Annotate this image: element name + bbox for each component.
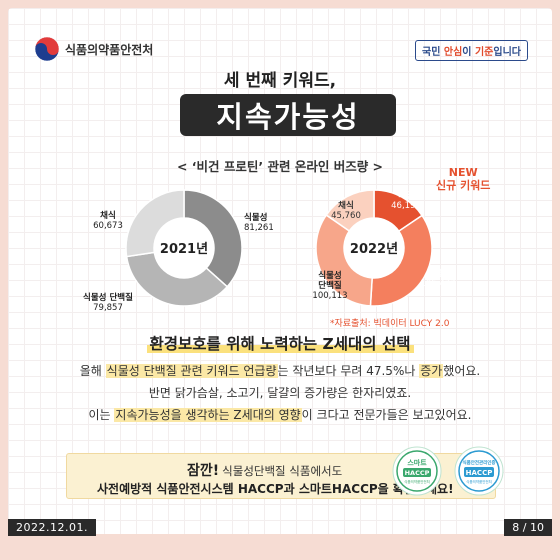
svg-text:HACCP: HACCP xyxy=(466,469,493,477)
donut-value-label: 100,113 xyxy=(312,291,347,301)
donut-value-label: 81,261 xyxy=(244,223,274,233)
notice-line-1: 잠깐! 식물성단백질 식품에서도 xyxy=(187,463,343,479)
donut-slice-1-1 xyxy=(369,214,433,307)
haccp-certification-badge-icon: 식품안전관리인증 HACCP 식품의약품안전처 xyxy=(454,446,504,496)
donut-category-label: 식물성 xyxy=(244,212,267,223)
notice-line-2: 사전예방적 식품안전시스템 HACCP과 스마트HACCP을 확인하세요! xyxy=(97,482,454,496)
taeguk-logo-icon xyxy=(34,36,60,62)
donut-category-label: 식물성 xyxy=(318,270,341,281)
card: 식품의약품안전처 국민 안심이 기준입니다 세 번째 키워드, 지속가능성 < … xyxy=(8,8,552,534)
chart-subtitle: < ‘비건 프로틴’ 관련 온라인 버즈량 > xyxy=(176,159,384,174)
donut-year-label: 2021년 xyxy=(160,242,208,257)
donut-hole xyxy=(154,218,214,278)
headline: 환경보호를 위해 노력하는 Z세대의 선택 xyxy=(8,332,552,354)
org-name: 식품의약품안전처 xyxy=(65,42,154,57)
body-line-1: 올해 식물성 단백질 관련 키워드 언급량는 작년보다 무려 47.5%나 증가… xyxy=(79,364,481,378)
donut-category-label: 채식 xyxy=(338,200,354,211)
body-text: 올해 식물성 단백질 관련 키워드 언급량는 작년보다 무려 47.5%나 증가… xyxy=(18,360,542,426)
donut-hole xyxy=(344,218,404,278)
slogan-badge: 국민 안심이 기준입니다 xyxy=(415,40,528,61)
svg-text:HACCP: HACCP xyxy=(405,469,430,477)
donut-value-label: 79,857 xyxy=(93,303,123,313)
smart-haccp-badge-icon: 스마트 HACCP 식품의약품안전처 xyxy=(392,446,442,496)
svg-text:식품안전관리인증: 식품안전관리인증 xyxy=(462,459,495,466)
svg-text:스마트: 스마트 xyxy=(407,458,427,467)
donut-category-label: 비건 xyxy=(398,190,414,201)
page-title: 지속가능성 xyxy=(180,94,396,136)
kicker-text: 세 번째 키워드, xyxy=(223,71,337,91)
page-indicator: 8 / 10 xyxy=(504,519,552,536)
footer-date: 2022.12.01. xyxy=(8,519,96,536)
donut-category-label: 채식 xyxy=(100,210,116,221)
donut-category-label: 단백질 xyxy=(318,280,342,291)
body-line-3: 이는 지속가능성을 생각하는 Z세대의 영향이 크다고 전문가들은 보고있어요. xyxy=(88,408,472,422)
donut-category-label: 식물성 xyxy=(426,268,449,279)
new-keyword-badge: NEW 신규 키워드 xyxy=(436,166,491,192)
donut-value-label: 45,760 xyxy=(331,211,361,221)
svg-text:식품의약품안전처: 식품의약품안전처 xyxy=(404,479,430,484)
donut-value-label: 105,477 xyxy=(420,279,455,289)
donut-slice-0-1 xyxy=(125,251,229,307)
donut-category-label: 식물성 단백질 xyxy=(83,292,133,303)
svg-text:식품의약품안전처: 식품의약품안전처 xyxy=(466,479,492,484)
mfds-logo: 식품의약품안전처 xyxy=(34,36,153,62)
donut-year-label: 2022년 xyxy=(350,242,398,257)
donut-value-label: 60,673 xyxy=(93,221,123,231)
data-source: *자료출처: 빅데이터 LUCY 2.0 xyxy=(330,319,450,329)
donut-value-label: 46,196 xyxy=(391,201,421,211)
body-line-2: 반면 닭가슴살, 소고기, 달걀의 증가량은 한자리였죠. xyxy=(148,386,412,400)
